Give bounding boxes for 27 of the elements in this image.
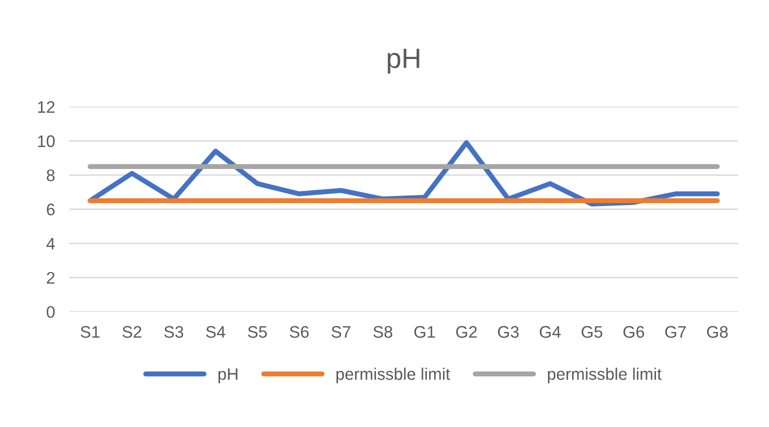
x-tick-label: G4 [540,326,561,338]
x-tick-label: S6 [290,326,309,338]
x-tick-label: S7 [332,326,350,338]
legend-label: permissble limit [548,368,662,384]
x-tick-label: S5 [248,326,267,338]
y-tick-label: 12 [38,101,54,113]
x-tick-label: S3 [164,326,184,338]
y-tick-label: 8 [46,169,55,182]
y-tick-label: 2 [46,272,54,284]
y-tick-label: 0 [46,306,55,318]
x-tick-label: S8 [373,326,392,338]
x-tick-label: G3 [498,326,519,338]
x-tick-label: G5 [582,326,602,338]
x-tick-label: S4 [206,326,226,338]
x-tick-label: G8 [707,326,728,338]
y-tick-label: 6 [46,204,55,216]
x-tick-label: G6 [623,326,644,338]
legend-label: permissble limit [336,368,450,384]
legend-label: pH [218,368,238,384]
x-tick-label: G1 [414,326,435,338]
x-tick-label: G7 [665,326,686,338]
x-tick-label: S2 [122,326,142,338]
chart-title: pH [388,48,420,74]
x-tick-label: G2 [456,326,477,338]
x-tick-label: S1 [80,326,100,338]
y-tick-label: 4 [46,238,55,250]
y-tick-label: 10 [38,135,55,148]
